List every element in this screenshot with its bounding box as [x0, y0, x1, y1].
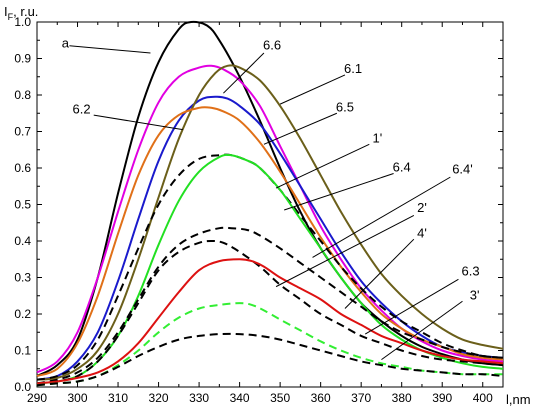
- x-tick-label: 330: [189, 391, 209, 405]
- x-tick-label: 320: [149, 391, 169, 405]
- leader-line-6-5: [263, 112, 338, 145]
- series-line-3p: [36, 332, 504, 387]
- leader-line-1p: [275, 143, 370, 189]
- series-group: [36, 20, 504, 387]
- leader-line-6-4: [284, 173, 394, 211]
- y-tick-label: 0.1: [14, 344, 31, 358]
- series-label-6-3: 6.3: [462, 264, 480, 279]
- y-tick-label: 0.0: [14, 380, 31, 394]
- leader-line-6-6: [223, 52, 265, 94]
- leader-line-6-3: [364, 278, 459, 335]
- series-line-a: [36, 20, 504, 377]
- series-line-1p: [36, 153, 504, 381]
- y-tick-label: 0.7: [14, 125, 31, 139]
- series-label-6-6: 6.6: [263, 37, 281, 52]
- leader-line-3p: [381, 300, 463, 361]
- x-tick-label: 400: [473, 391, 493, 405]
- x-tick-label: 370: [351, 391, 371, 405]
- leader-line-2p: [275, 215, 415, 288]
- y-tick-label: 0.4: [14, 234, 31, 248]
- y-tick-label: 0.3: [14, 271, 31, 285]
- series-label-6-2: 6.2: [73, 101, 91, 116]
- x-tick-label: 340: [230, 391, 250, 405]
- series-line-6-4p: [36, 240, 504, 385]
- leader-line-a: [69, 45, 151, 54]
- series-line-2p: [36, 226, 504, 385]
- y-axis-title: IF, r.u.: [4, 4, 38, 22]
- x-tick-label: 390: [432, 391, 452, 405]
- series-label-6-4: 6.4: [393, 160, 411, 175]
- y-tick-label: 0.9: [14, 52, 31, 66]
- x-axis-title: l,nm: [506, 392, 531, 407]
- y-tick-label: 0.8: [14, 88, 31, 102]
- y-axis-subscript: F: [8, 12, 14, 22]
- leader-line-6-2: [93, 114, 183, 131]
- leader-line-6-4p: [312, 176, 451, 258]
- series-line-4p: [36, 302, 503, 387]
- y-tick-label: 1.0: [14, 15, 31, 29]
- leader-line-4p: [344, 238, 415, 309]
- series-line-6-2: [36, 64, 504, 374]
- x-tick-label: 310: [108, 391, 128, 405]
- series-label-6-1: 6.1: [344, 61, 362, 76]
- x-tick-label: 300: [68, 391, 88, 405]
- y-axis-symbol: I: [4, 4, 8, 19]
- annotations: a 6.2 6.6 6.1 6.5 1' 6.4 6.4' 2' 4' 6.3 3': [62, 36, 480, 361]
- series-line-6-6: [36, 95, 504, 381]
- y-tick-label: 0.5: [14, 198, 31, 212]
- series-label-3p: 3': [470, 287, 480, 302]
- x-tick-label: 290: [27, 391, 47, 405]
- series-label-6-5: 6.5: [336, 99, 354, 114]
- series-label-1p: 1': [373, 130, 383, 145]
- series-line-6-1: [36, 64, 504, 381]
- axes: 290 300 310 320 330 340 350 360 370 380 390 400 0.0 0…: [14, 15, 504, 405]
- x-tick-label: 380: [392, 391, 412, 405]
- y-tick-label: 0.2: [14, 307, 31, 321]
- y-axis-unit: , r.u.: [13, 4, 38, 19]
- series-label-a: a: [62, 36, 70, 51]
- series-label-6-4p: 6.4': [452, 161, 473, 176]
- x-tick-label: 360: [311, 391, 331, 405]
- x-tick-label: 350: [270, 391, 290, 405]
- y-tick-label: 0.6: [14, 161, 31, 175]
- leader-line-6-1: [279, 74, 346, 105]
- series-label-2p: 2': [417, 200, 427, 215]
- series-line-6-3: [36, 258, 504, 385]
- series-label-4p: 4': [417, 225, 427, 240]
